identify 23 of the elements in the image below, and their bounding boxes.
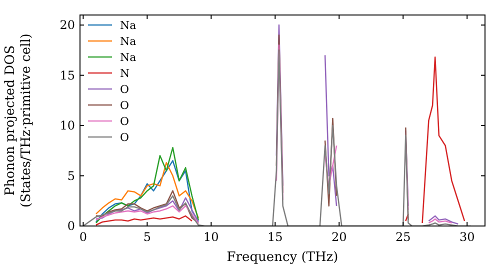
y-tick-label: 10	[60, 118, 75, 133]
y-tick-label: 0	[67, 219, 75, 233]
x-axis-title: Frequency (THz)	[226, 250, 338, 265]
legend-label: Na	[120, 19, 137, 32]
x-tick-label: 30	[459, 230, 475, 244]
x-tick-label: 0	[79, 230, 88, 244]
y-tick-label: 20	[60, 18, 75, 32]
legend-label: N	[120, 67, 130, 80]
y-tick-label: 15	[60, 68, 75, 82]
y-axis-title: Phonon projected DOS (States/THz·primitive cell)	[3, 33, 34, 208]
line-series	[95, 146, 200, 224]
x-tick-label: 5	[143, 230, 151, 244]
x-tick-label: 25	[395, 230, 411, 244]
legend-label: Na	[120, 35, 137, 48]
legend-label: Na	[120, 51, 137, 64]
x-tick-label: 20	[331, 230, 347, 244]
legend-label: O	[120, 131, 130, 144]
legend-label: O	[120, 83, 130, 96]
y-tick-label: 5	[67, 168, 75, 183]
x-tick-label: 15	[268, 230, 283, 244]
legend-label: O	[120, 115, 130, 128]
legend-label: O	[120, 99, 130, 112]
x-tick-label: 10	[204, 230, 219, 244]
